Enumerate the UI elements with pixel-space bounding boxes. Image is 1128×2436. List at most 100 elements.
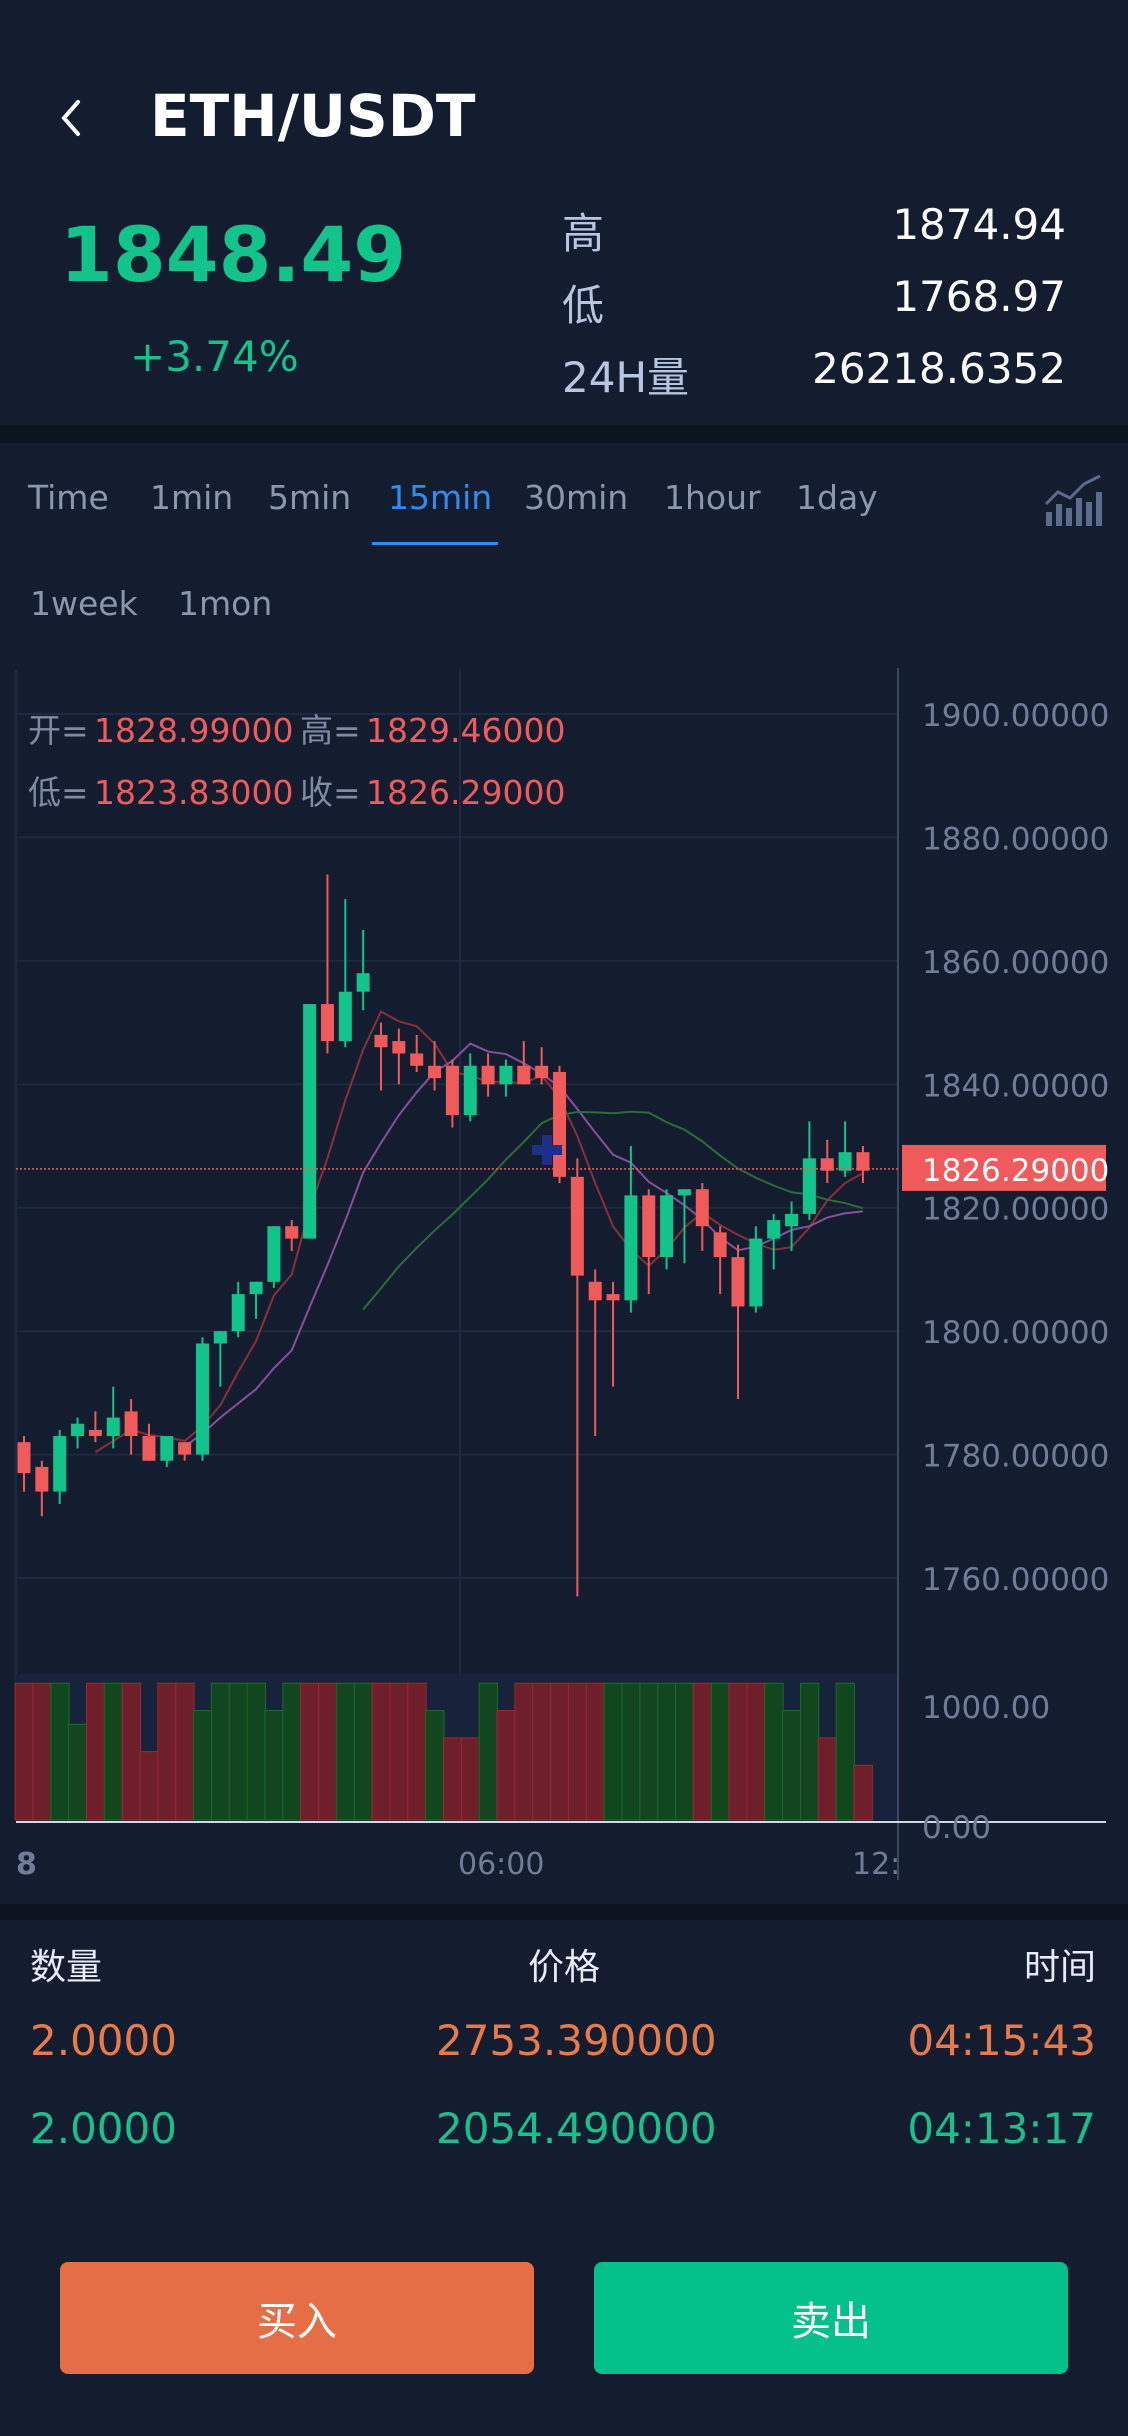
candle <box>838 1152 852 1171</box>
candle <box>642 1195 656 1258</box>
low-value: 1768.97 <box>892 272 1066 321</box>
candle <box>749 1238 763 1307</box>
y-tick-label: 1880.00000 <box>922 821 1109 857</box>
candle <box>71 1423 85 1437</box>
candle <box>303 1004 317 1239</box>
close-value-chart: 1826.29000 <box>366 773 565 812</box>
candle <box>231 1294 245 1332</box>
volume-bar <box>335 1682 356 1821</box>
back-arrow-icon[interactable] <box>44 88 104 148</box>
low-label-chart: 低= <box>28 773 89 812</box>
tab-1week[interactable]: 1week <box>30 584 138 623</box>
candle <box>570 1176 584 1276</box>
moving-average-lines <box>94 1010 864 1453</box>
candle <box>249 1281 263 1295</box>
trade-row-qty: 2.0000 <box>30 2104 177 2153</box>
volume-bar <box>425 1710 445 1821</box>
volume-bar <box>264 1710 284 1821</box>
x-tick-label: 12: <box>852 1847 900 1882</box>
y-tick-label: 1800.00000 <box>922 1315 1109 1351</box>
volume-bar <box>371 1682 391 1821</box>
ohlc-readout: 开= 1828.99000 高= 1829.46000 低= 1823.8300… <box>28 711 565 812</box>
volume-bar <box>389 1682 409 1821</box>
y-tick-label: 1760.00000 <box>922 1562 1109 1598</box>
volume-bar <box>692 1682 713 1821</box>
qty-header: 数量 <box>30 1947 103 1988</box>
candle <box>106 1417 120 1437</box>
open-value: 1828.99000 <box>94 711 293 750</box>
candle <box>802 1158 816 1214</box>
candles <box>17 874 870 1597</box>
volume-bar <box>300 1682 320 1821</box>
volume-bar <box>853 1764 873 1821</box>
volume-bar <box>228 1682 249 1821</box>
candle <box>285 1226 299 1239</box>
volume-bar <box>657 1682 677 1821</box>
tab-time[interactable]: Time <box>28 478 109 517</box>
candle <box>517 1065 531 1085</box>
volume-bar <box>175 1682 195 1821</box>
y-tick-label: 1860.00000 <box>922 945 1109 981</box>
volume-bars <box>14 1674 898 1821</box>
tab-30min[interactable]: 30min <box>524 478 629 517</box>
divider <box>0 425 1128 443</box>
candle <box>553 1071 566 1177</box>
tab-15min[interactable]: 15min <box>388 478 493 517</box>
volume-bar <box>282 1682 302 1821</box>
candle <box>463 1065 477 1116</box>
volume-bar <box>603 1682 623 1821</box>
volume-bar <box>532 1682 552 1821</box>
y-tick-label: 1900.00000 <box>922 698 1109 734</box>
volume-bar <box>68 1723 88 1821</box>
volume-bar <box>246 1682 266 1821</box>
volume-bar <box>407 1682 427 1821</box>
trade-row-time: 04:13:17 <box>907 2104 1096 2153</box>
tab-1hour[interactable]: 1hour <box>664 478 761 517</box>
candle <box>731 1257 745 1307</box>
volume-bar <box>85 1682 106 1821</box>
last-price: 1848.49 <box>60 210 407 299</box>
close-label-chart: 收= <box>300 773 361 812</box>
volume-bar <box>32 1682 52 1821</box>
volume-bar <box>799 1682 820 1821</box>
tab-5min[interactable]: 5min <box>268 478 352 517</box>
volume-bar <box>764 1682 784 1821</box>
candle <box>767 1220 781 1239</box>
ma-line <box>94 1010 864 1453</box>
candlestick-chart[interactable]: 1900.00000 1880.00000 1860.00000 1840.00000… <box>0 660 1128 1890</box>
tab-1mon[interactable]: 1mon <box>178 584 273 623</box>
price-header: 价格 <box>528 1947 601 1988</box>
candle <box>196 1343 209 1455</box>
candle <box>338 991 352 1042</box>
ma-line <box>362 1110 864 1311</box>
pair-title: ETH/USDT <box>150 82 476 150</box>
volume-bar <box>728 1682 748 1821</box>
volume-bar <box>710 1682 731 1821</box>
indicator-chart-icon[interactable] <box>1044 474 1102 526</box>
volume-bar <box>103 1682 124 1821</box>
current-price-label: 1826.29000 <box>922 1153 1109 1189</box>
time-header: 时间 <box>1023 1947 1096 1988</box>
candle <box>35 1466 49 1492</box>
price-change-percent: +3.74% <box>130 332 299 381</box>
volume-bar <box>157 1682 177 1821</box>
volume-bar <box>478 1682 499 1821</box>
tab-1day[interactable]: 1day <box>796 478 878 517</box>
volume-tick-label: 0.00 <box>922 1810 991 1846</box>
volume-bar <box>514 1682 534 1821</box>
volume-bar <box>210 1682 231 1821</box>
sell-button[interactable]: 卖出 <box>594 2262 1068 2374</box>
volume-bar <box>585 1682 606 1821</box>
candle <box>178 1442 192 1455</box>
candle <box>392 1041 406 1054</box>
trade-row-time: 04:15:43 <box>907 2016 1096 2065</box>
crosshair-icon <box>532 1135 562 1165</box>
volume-24h-label: 24H量 <box>562 353 690 402</box>
tab-1min[interactable]: 1min <box>150 478 234 517</box>
low-value-chart: 1823.83000 <box>94 773 293 812</box>
volume-bar <box>675 1682 695 1821</box>
volume-bar <box>621 1682 641 1821</box>
volume-24h-value: 26218.6352 <box>812 344 1066 393</box>
buy-button[interactable]: 买入 <box>60 2262 534 2374</box>
volume-bar <box>460 1737 481 1821</box>
